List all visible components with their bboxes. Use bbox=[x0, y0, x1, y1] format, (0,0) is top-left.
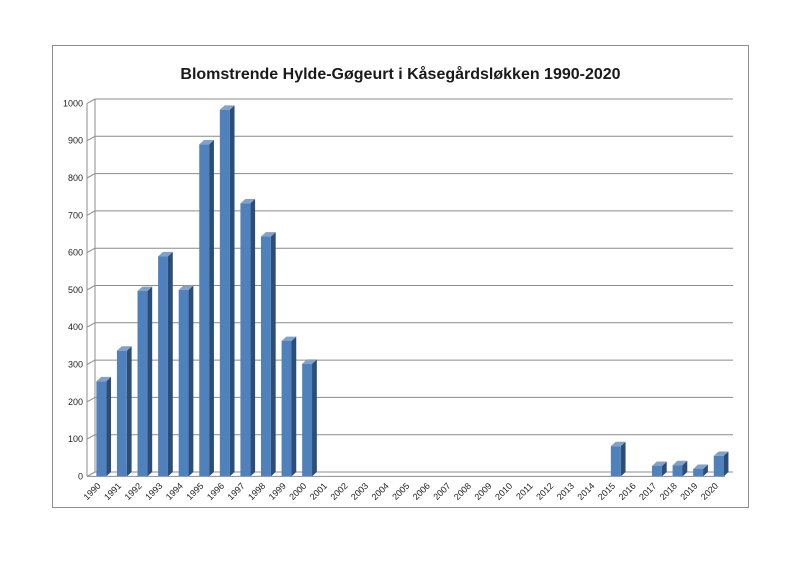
y-tick-label: 300 bbox=[68, 360, 83, 370]
x-axis-tick-labels: 1990 1991 1992 1993 1994 1995 1996 1997 1998 1999… bbox=[81, 481, 720, 502]
x-tick-label: 2018 bbox=[658, 481, 679, 502]
x-tick-label: 1999 bbox=[267, 481, 288, 502]
bar-1996 bbox=[219, 105, 235, 477]
axes bbox=[86, 99, 725, 477]
bar-1999 bbox=[281, 336, 297, 477]
gridline-depth bbox=[86, 285, 96, 291]
x-tick-label: 2014 bbox=[575, 481, 596, 502]
x-tick-label: 2010 bbox=[493, 481, 514, 502]
x-tick-label: 2012 bbox=[534, 481, 555, 502]
x-tick-label: 2008 bbox=[452, 481, 473, 502]
bar-1995 bbox=[199, 140, 214, 477]
x-tick-label: 2004 bbox=[370, 481, 391, 502]
x-tick-label: 2015 bbox=[596, 481, 617, 502]
y-tick-label: 700 bbox=[68, 210, 83, 220]
bar-1994 bbox=[178, 285, 194, 477]
bar-1997 bbox=[240, 198, 256, 477]
y-tick-label: 1000 bbox=[63, 98, 83, 108]
bar-1993 bbox=[158, 251, 173, 477]
chart-frame: Blomstrende Hylde-Gøgeurt i Kåsegårdsløk… bbox=[52, 45, 749, 508]
y-tick-label: 500 bbox=[68, 285, 83, 295]
y-tick-label: 400 bbox=[68, 322, 83, 332]
x-tick-label: 1994 bbox=[164, 481, 185, 502]
gridline-depth bbox=[86, 471, 96, 477]
x-tick-label: 2017 bbox=[637, 481, 658, 502]
bar-2018 bbox=[672, 460, 688, 477]
gridline-depth bbox=[86, 210, 96, 216]
x-tick-label: 1990 bbox=[81, 481, 102, 502]
bar-1991 bbox=[116, 346, 132, 477]
gridline-depth bbox=[86, 98, 96, 104]
x-tick-label: 2005 bbox=[390, 481, 411, 502]
bars bbox=[96, 105, 729, 477]
gridline-depth bbox=[86, 434, 96, 440]
bar-1990 bbox=[96, 376, 112, 477]
x-tick-label: 2011 bbox=[514, 481, 535, 502]
y-tick-label: 600 bbox=[68, 248, 83, 258]
bar-2000 bbox=[302, 359, 317, 477]
bar-2019 bbox=[693, 464, 708, 477]
x-tick-label: 2020 bbox=[699, 481, 720, 502]
bar-1992 bbox=[137, 286, 153, 477]
y-tick-label: 800 bbox=[68, 173, 83, 183]
x-tick-label: 2007 bbox=[431, 481, 452, 502]
x-tick-label: 1996 bbox=[205, 481, 226, 502]
bar-2017 bbox=[652, 461, 667, 477]
gridline-depth bbox=[86, 359, 96, 365]
x-tick-label: 1997 bbox=[226, 481, 247, 502]
x-tick-label: 1992 bbox=[123, 481, 144, 502]
x-tick-label: 1998 bbox=[246, 481, 267, 502]
y-tick-label: 100 bbox=[68, 434, 83, 444]
y-axis-tick-labels: 0 100 200 300 400 500 600 700 800 900 1000 bbox=[63, 98, 83, 481]
x-tick-label: 2001 bbox=[308, 481, 329, 502]
x-tick-label: 2006 bbox=[411, 481, 432, 502]
bar-1998 bbox=[260, 232, 276, 477]
bar-2015 bbox=[610, 441, 626, 477]
x-tick-label: 2003 bbox=[349, 481, 370, 502]
bar-2020 bbox=[713, 451, 729, 477]
x-tick-label: 1991 bbox=[102, 481, 123, 502]
gridline-depth bbox=[86, 322, 96, 328]
gridline-depth bbox=[86, 173, 96, 179]
x-tick-label: 1993 bbox=[143, 481, 164, 502]
gridline-depth bbox=[86, 247, 96, 254]
x-tick-label: 2019 bbox=[678, 481, 699, 502]
gridline-depth bbox=[86, 135, 96, 142]
gridline-depth bbox=[86, 396, 96, 403]
y-tick-label: 900 bbox=[68, 136, 83, 146]
y-tick-label: 0 bbox=[78, 471, 83, 481]
chart-title: Blomstrende Hylde-Gøgeurt i Kåsegårdsløk… bbox=[180, 66, 621, 83]
x-tick-label: 2000 bbox=[287, 481, 308, 502]
x-tick-label: 2002 bbox=[328, 481, 349, 502]
x-tick-label: 2013 bbox=[555, 481, 576, 502]
x-tick-label: 2016 bbox=[617, 481, 638, 502]
x-tick-label: 1995 bbox=[184, 481, 205, 502]
x-tick-label: 2009 bbox=[473, 481, 494, 502]
y-tick-label: 200 bbox=[68, 397, 83, 407]
